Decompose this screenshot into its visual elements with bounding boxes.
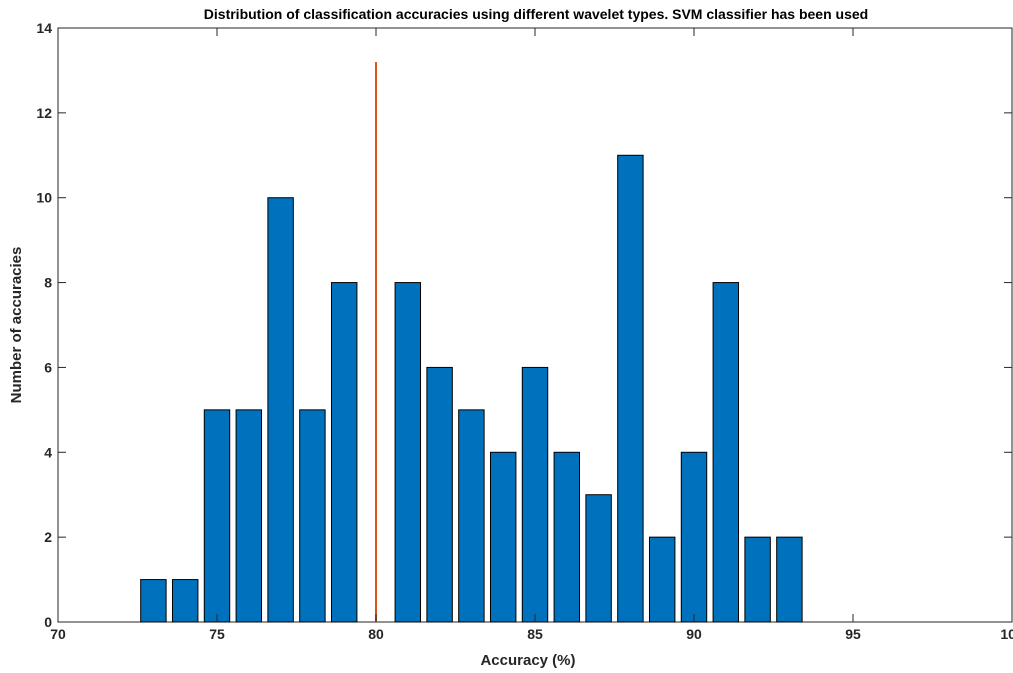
- y-tick-label: 10: [36, 190, 52, 206]
- bar-82: [426, 366, 453, 623]
- y-tick-label: 6: [44, 359, 52, 375]
- bar-81: [394, 282, 422, 623]
- x-axis-label: Accuracy (%): [480, 652, 575, 669]
- bar-85: [521, 366, 549, 623]
- y-tick-label: 14: [36, 20, 52, 36]
- bar-92: [744, 536, 771, 623]
- chart-title: Distribution of classification accuracie…: [204, 6, 868, 22]
- x-tick-label: 85: [527, 626, 543, 642]
- x-tick-label: 90: [686, 626, 702, 642]
- bar-88: [617, 154, 644, 623]
- x-tick-label: 75: [209, 626, 225, 642]
- bar-73: [140, 579, 167, 623]
- bar-74: [171, 579, 199, 623]
- x-tick-label: 80: [368, 626, 384, 642]
- x-tick-label: 70: [50, 626, 66, 642]
- bar-76: [235, 409, 263, 623]
- bar-84: [489, 451, 517, 623]
- y-ticks-group: 0 2 4 6 8 10 12 14: [36, 20, 1012, 630]
- x-ticks-group: 70 75 80 85 90 95 100: [50, 28, 1013, 642]
- bar-86: [553, 451, 581, 623]
- y-tick-label: 4: [44, 444, 52, 460]
- bars-group: [140, 154, 803, 623]
- y-tick-label: 8: [44, 275, 52, 291]
- bar-90: [680, 451, 708, 623]
- bar-89: [648, 536, 676, 623]
- y-axis-label: Number of accuracies: [8, 247, 25, 404]
- bar-87: [585, 494, 612, 623]
- bar-83: [458, 409, 485, 623]
- x-tick-label: 95: [845, 626, 861, 642]
- bar-77: [267, 197, 294, 623]
- y-tick-label: 0: [44, 614, 52, 630]
- bar-75: [203, 409, 231, 623]
- y-tick-label: 12: [36, 105, 52, 121]
- bar-78: [299, 409, 326, 623]
- x-tick-label: 100: [1000, 626, 1013, 642]
- bar-93: [776, 536, 803, 623]
- plot-area: 70 75 80 85 90 95 100 0 2 4 6 8 10 12 14: [36, 20, 1013, 642]
- y-tick-label: 2: [44, 529, 52, 545]
- bar-79: [330, 282, 358, 623]
- bar-91: [712, 282, 740, 623]
